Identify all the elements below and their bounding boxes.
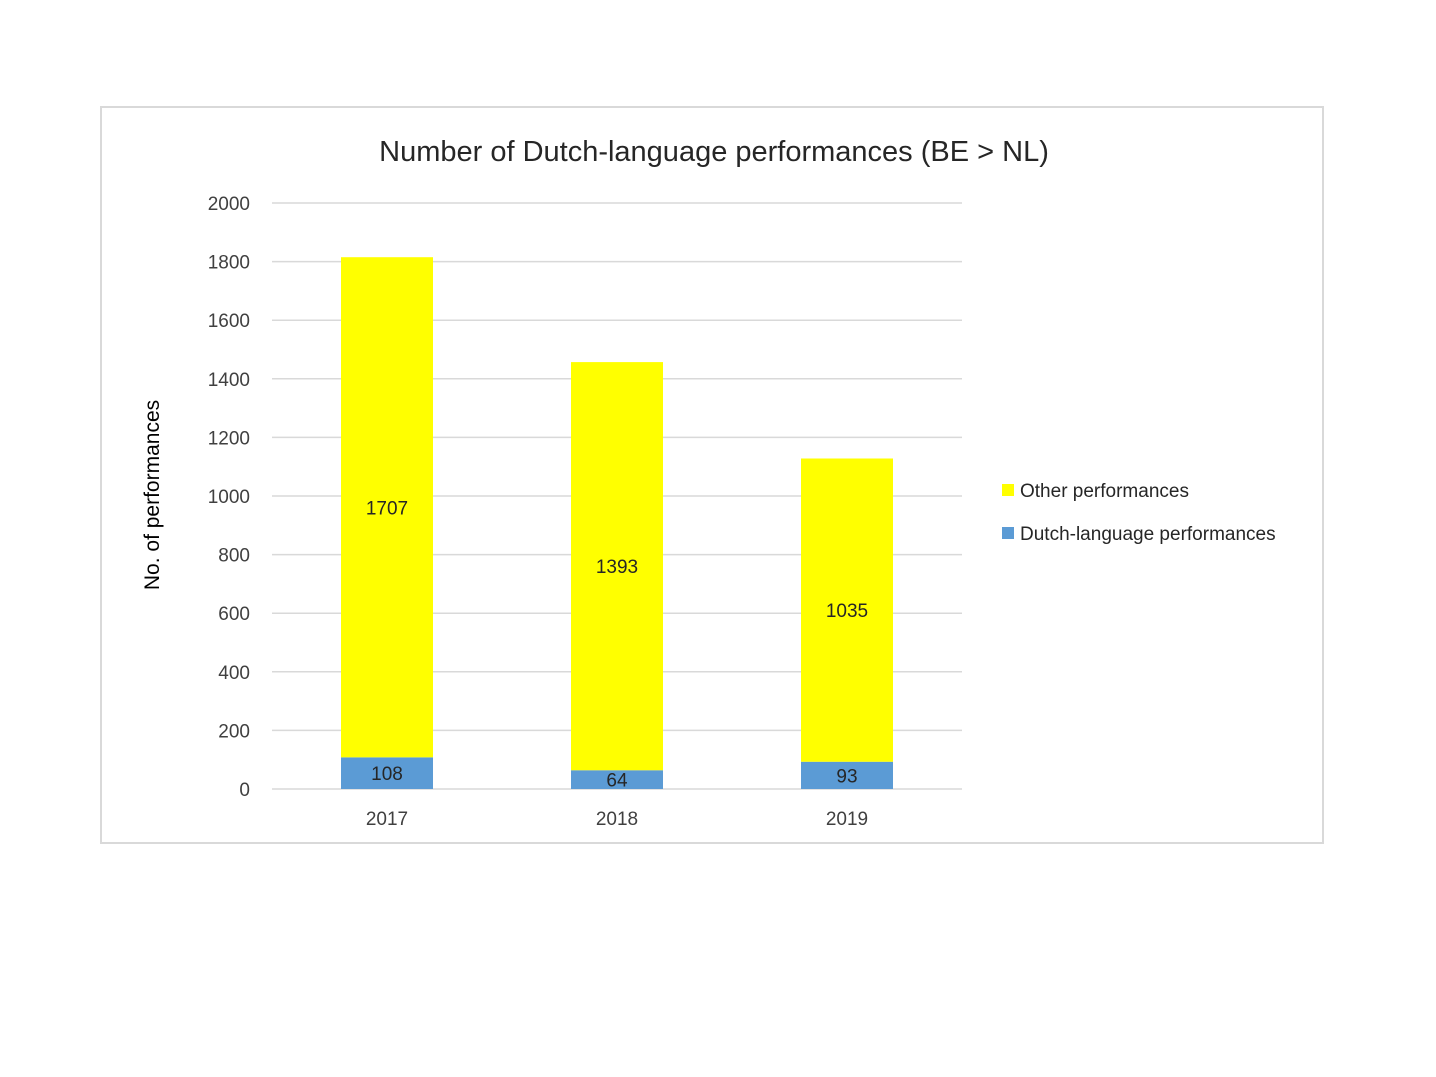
legend-label: Dutch-language performances	[1020, 524, 1276, 545]
y-axis-label: No. of performances	[141, 400, 164, 590]
y-tick-label: 0	[239, 780, 250, 801]
x-tick-label: 2019	[826, 809, 868, 830]
legend-swatch	[1002, 484, 1014, 496]
bar-2019-series-0	[801, 761, 893, 789]
chart-frame: Number of Dutch-language performances (B…	[100, 106, 1324, 844]
data-label: 1035	[826, 601, 868, 622]
y-tick-label: 1400	[208, 370, 250, 391]
data-label: 108	[371, 764, 403, 785]
y-tick-label: 1000	[208, 487, 250, 508]
y-tick-label: 800	[218, 546, 250, 567]
y-tick-label: 400	[218, 663, 250, 684]
data-label: 1707	[366, 498, 408, 519]
stacked-bar-chart: Number of Dutch-language performances (B…	[141, 136, 1276, 830]
bar-2017-series-0	[341, 757, 433, 789]
data-labels: 108 1707 64 1393 93 1035	[366, 498, 868, 791]
data-label: 93	[836, 766, 857, 787]
bar-2019-series-1	[801, 458, 893, 762]
legend-label: Other performances	[1020, 481, 1189, 502]
x-axis-ticks: 2017 2018 2019	[366, 809, 868, 830]
y-tick-label: 1200	[208, 428, 250, 449]
bars	[341, 257, 893, 789]
legend: Other performances Dutch-language perform…	[1002, 481, 1276, 545]
y-axis-ticks: 0 200 400 600 800 1000 1200 1400 1600 1800 2000	[208, 194, 250, 801]
chart-title: Number of Dutch-language performances (B…	[379, 136, 1049, 168]
bar-2018-series-0	[571, 770, 663, 789]
y-tick-label: 200	[218, 721, 250, 742]
legend-swatch	[1002, 527, 1014, 539]
x-tick-label: 2018	[596, 809, 638, 830]
y-tick-label: 1800	[208, 253, 250, 274]
x-tick-label: 2017	[366, 809, 408, 830]
y-tick-label: 1600	[208, 311, 250, 332]
bar-2017-series-1	[341, 257, 433, 758]
y-tick-label: 600	[218, 604, 250, 625]
data-label: 64	[606, 771, 628, 792]
data-label: 1393	[596, 557, 638, 578]
bar-2018-series-1	[571, 362, 663, 771]
y-tick-label: 2000	[208, 194, 250, 215]
